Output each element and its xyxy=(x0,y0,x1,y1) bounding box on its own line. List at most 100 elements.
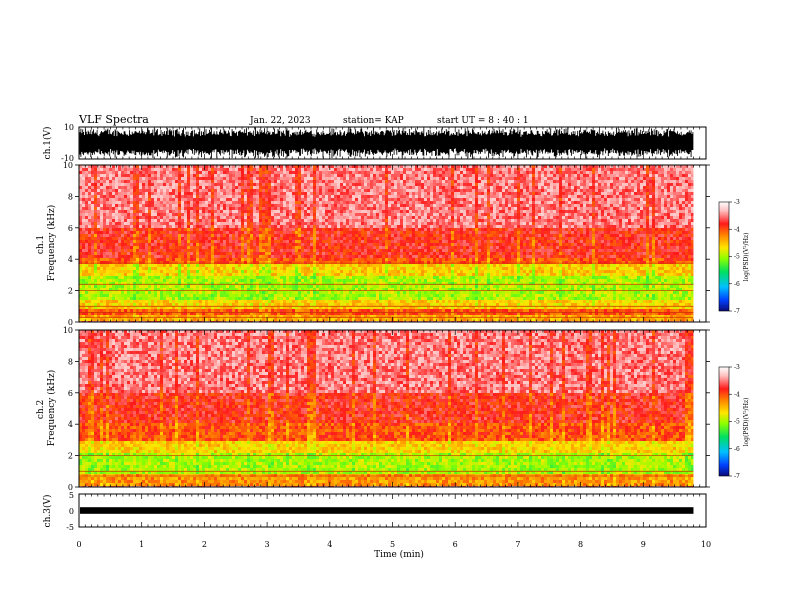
spectrogram-cell xyxy=(334,318,338,322)
spectrogram-cell xyxy=(250,204,254,208)
spectrogram-cell xyxy=(184,309,188,313)
spectrogram-cell xyxy=(349,222,353,226)
spectrogram-cell xyxy=(256,246,260,250)
spectrogram-cell xyxy=(304,258,308,262)
spectrogram-cell xyxy=(337,210,341,214)
spectrogram-cell xyxy=(187,174,191,178)
spectrogram-cell xyxy=(91,219,95,223)
spectrogram-cell xyxy=(181,297,185,301)
spectrogram-cell xyxy=(82,165,86,169)
spectrogram-cell xyxy=(163,264,167,268)
spectrogram-cell xyxy=(133,207,137,211)
spectrogram-cell xyxy=(229,252,233,256)
spectrogram-cell xyxy=(94,201,98,205)
spectrogram-cell xyxy=(355,294,359,298)
spectrogram-cell xyxy=(295,231,299,235)
spectrogram-cell xyxy=(319,294,323,298)
spectrogram-cell xyxy=(259,237,263,241)
spectrogram-cell xyxy=(223,255,227,259)
spectrogram-cell xyxy=(163,315,167,319)
spectrogram-cell xyxy=(172,237,176,241)
spectrogram-cell xyxy=(79,231,83,235)
spectrogram-cell xyxy=(271,267,275,271)
spectrogram-cell xyxy=(283,279,287,283)
spectrogram-cell xyxy=(304,174,308,178)
spectrogram-cell xyxy=(232,240,236,244)
spectrogram-cell xyxy=(190,312,194,316)
spectrogram-cell xyxy=(253,297,257,301)
spectrogram-cell xyxy=(166,288,170,292)
spectrogram-cell xyxy=(334,219,338,223)
spectrogram-cell xyxy=(187,255,191,259)
spectrogram-cell xyxy=(268,168,272,172)
spectrogram-cell xyxy=(199,177,203,181)
spectrogram-cell xyxy=(121,189,125,193)
spectrogram-cell xyxy=(307,261,311,265)
spectrogram-cell xyxy=(115,225,119,229)
spectrogram-cell xyxy=(187,171,191,175)
spectrogram-cell xyxy=(355,222,359,226)
spectrogram-cell xyxy=(187,210,191,214)
spectrogram-cell xyxy=(145,177,149,181)
spectrogram-cell xyxy=(208,312,212,316)
spectrogram-cell xyxy=(292,183,296,187)
spectrogram-cell xyxy=(166,183,170,187)
spectrogram-cell xyxy=(331,243,335,247)
spectrogram-cell xyxy=(220,279,224,283)
spectrogram-cell xyxy=(124,288,128,292)
spectrogram-cell xyxy=(109,264,113,268)
spectrogram-cell xyxy=(262,267,266,271)
spectrogram-cell xyxy=(238,234,242,238)
spectrogram-cell xyxy=(88,252,92,256)
spectrogram-cell xyxy=(253,222,257,226)
spectrogram-cell xyxy=(274,168,278,172)
spectrogram-cell xyxy=(121,285,125,289)
spectrogram-cell xyxy=(262,183,266,187)
spectrogram-cell xyxy=(352,174,356,178)
spectrogram-cell xyxy=(85,300,89,304)
spectrogram-cell xyxy=(265,264,269,268)
spectrogram-cell xyxy=(127,231,131,235)
spectrogram-cell xyxy=(199,297,203,301)
spectrogram-cell xyxy=(340,252,344,256)
spectrogram-cell xyxy=(97,252,101,256)
spectrogram-cell xyxy=(133,252,137,256)
spectrogram-cell xyxy=(325,252,329,256)
spectrogram-cell xyxy=(88,249,92,253)
spectrogram-cell xyxy=(256,270,260,274)
spectrogram-cell xyxy=(286,174,290,178)
spectrogram-cell xyxy=(109,246,113,250)
spectrogram-cell xyxy=(196,303,200,307)
spectrogram-cell xyxy=(94,210,98,214)
spectrogram-cell xyxy=(292,315,296,319)
spectrogram-cell xyxy=(145,234,149,238)
spectrogram-cell xyxy=(301,318,305,322)
spectrogram-cell xyxy=(208,213,212,217)
spectrogram-cell xyxy=(187,312,191,316)
spectrogram-cell xyxy=(88,282,92,286)
spectrogram-cell xyxy=(208,267,212,271)
spectrogram-cell xyxy=(79,303,83,307)
spectrogram-cell xyxy=(298,285,302,289)
spectrogram-cell xyxy=(289,195,293,199)
spectrogram-cell xyxy=(94,240,98,244)
spectrogram-cell xyxy=(208,270,212,274)
spectrogram-cell xyxy=(91,201,95,205)
spectrogram-cell xyxy=(133,246,137,250)
spectrogram-cell xyxy=(292,249,296,253)
spectrogram-cell xyxy=(151,210,155,214)
spectrogram-cell xyxy=(232,291,236,295)
spectrogram-cell xyxy=(160,291,164,295)
spectrogram-cell xyxy=(355,261,359,265)
start-time-label: start UT = 8 : 40 : 1 xyxy=(437,116,529,126)
spectrogram-cell xyxy=(247,201,251,205)
spectrogram-cell xyxy=(301,216,305,220)
spectrogram-cell xyxy=(115,168,119,172)
spectrogram-cell xyxy=(97,213,101,217)
spectrogram-cell xyxy=(355,258,359,262)
spectrogram-cell xyxy=(349,252,353,256)
spectrogram-cell xyxy=(280,306,284,310)
spectrogram-cell xyxy=(316,264,320,268)
spectrogram-cell xyxy=(124,273,128,277)
spectrogram-cell xyxy=(235,180,239,184)
